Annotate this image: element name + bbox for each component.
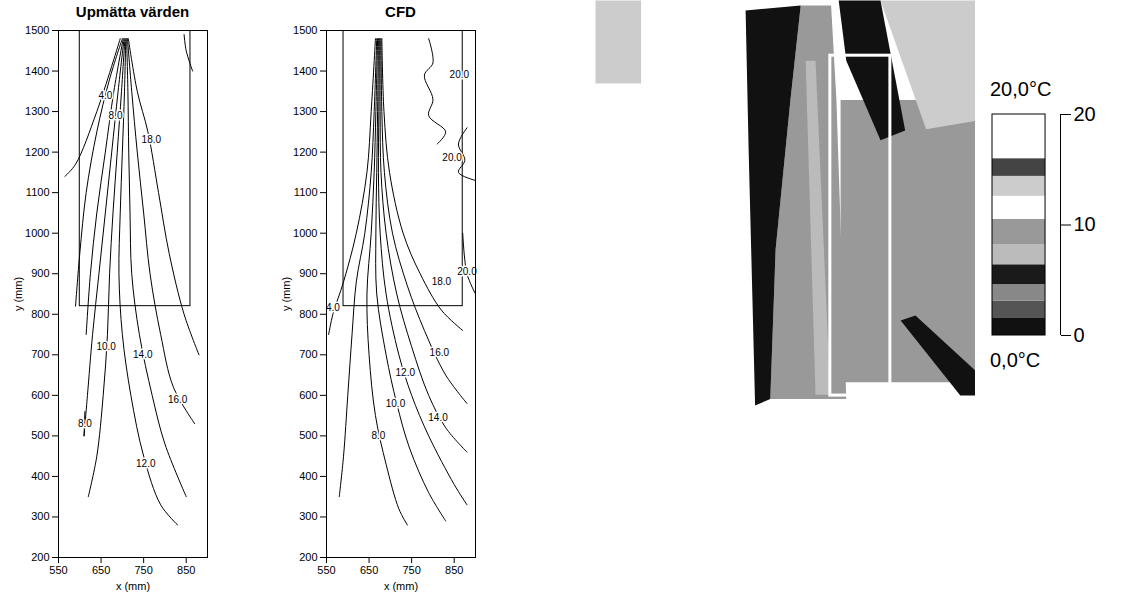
svg-text:1300: 1300 [25,105,49,117]
html-text:CFD: CFD [385,3,416,20]
svg-text:1500: 1500 [293,24,317,36]
svg-text:500: 500 [31,429,49,441]
svg-text:1500: 1500 [25,24,49,36]
svg-text:16.0: 16.0 [430,347,450,358]
svg-text:y (mm): y (mm) [280,277,292,311]
svg-text:1100: 1100 [26,186,50,198]
svg-text:12.0: 12.0 [396,367,416,378]
svg-text:400: 400 [31,470,49,482]
html-text:Upmätta värden: Upmätta värden [75,3,190,20]
svg-text:1300: 1300 [293,105,317,117]
svg-text:18.0: 18.0 [142,134,162,145]
svg-text:550: 550 [317,564,335,576]
html-text:20,0°C: 20,0°C [990,78,1052,100]
svg-text:800: 800 [31,308,49,320]
svg-text:300: 300 [31,510,49,522]
svg-text:850: 850 [445,564,463,576]
svg-text:750: 750 [402,564,420,576]
svg-text:900: 900 [31,267,49,279]
svg-text:20.0: 20.0 [457,266,477,277]
svg-text:14.0: 14.0 [133,349,153,360]
svg-text:0: 0 [1074,324,1085,346]
svg-text:400: 400 [299,470,317,482]
svg-text:750: 750 [134,564,152,576]
svg-text:14.0: 14.0 [428,412,448,423]
svg-text:1400: 1400 [293,65,317,77]
svg-text:10.0: 10.0 [386,398,406,409]
svg-text:10.0: 10.0 [96,341,116,352]
svg-text:600: 600 [31,389,49,401]
svg-text:x (mm): x (mm) [116,580,150,592]
svg-text:900: 900 [299,267,317,279]
svg-text:1200: 1200 [25,146,49,158]
svg-text:1200: 1200 [293,146,317,158]
svg-text:300: 300 [299,510,317,522]
svg-text:1000: 1000 [25,227,49,239]
html-text:0,0°C: 0,0°C [990,349,1041,371]
svg-text:1000: 1000 [293,227,317,239]
svg-text:1400: 1400 [25,65,49,77]
svg-text:800: 800 [299,308,317,320]
svg-text:4.0: 4.0 [326,302,340,313]
svg-text:12.0: 12.0 [136,458,156,469]
svg-text:200: 200 [31,551,49,563]
svg-text:8.0: 8.0 [371,430,385,441]
svg-text:20.0: 20.0 [450,69,470,80]
svg-text:y (mm): y (mm) [12,277,24,311]
svg-text:600: 600 [299,389,317,401]
svg-text:200: 200 [299,551,317,563]
svg-text:650: 650 [360,564,378,576]
svg-text:8.0: 8.0 [109,110,123,121]
svg-text:16.0: 16.0 [168,394,188,405]
svg-text:500: 500 [299,429,317,441]
svg-text:18.0: 18.0 [432,276,452,287]
svg-text:1100: 1100 [294,186,318,198]
svg-text:850: 850 [177,564,195,576]
svg-text:20: 20 [1074,103,1096,125]
svg-text:650: 650 [92,564,110,576]
svg-text:10: 10 [1074,213,1096,235]
svg-text:700: 700 [299,348,317,360]
svg-text:x (mm): x (mm) [384,580,418,592]
svg-text:700: 700 [31,348,49,360]
svg-text:4.0: 4.0 [98,90,112,101]
svg-text:8.0: 8.0 [78,418,92,429]
svg-text:550: 550 [49,564,67,576]
svg-text:20.0: 20.0 [442,152,462,163]
